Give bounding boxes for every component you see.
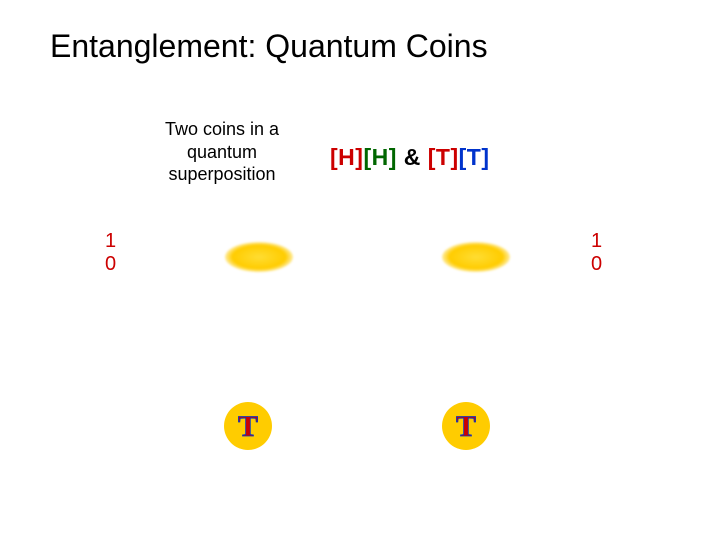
slide-title: Entanglement: Quantum Coins — [50, 28, 488, 65]
binary-digit: 0 — [105, 253, 116, 276]
binary-digit: 0 — [591, 253, 602, 276]
state-h2: [H] — [363, 144, 396, 170]
coin-tails-right: T — [440, 400, 492, 452]
superposition-expression: [H][H] & [T][T] — [330, 144, 490, 171]
binary-digit: 1 — [591, 230, 602, 253]
coin-tails-left: T — [222, 400, 274, 452]
svg-text:T: T — [456, 410, 476, 443]
subtitle-text: Two coins in a quantum superposition — [142, 118, 302, 186]
binary-digit: 1 — [105, 230, 116, 253]
state-t1: [T] — [428, 144, 459, 170]
state-t2: [T] — [459, 144, 490, 170]
binary-right: 1 0 — [591, 230, 602, 276]
svg-text:T: T — [238, 410, 258, 443]
binary-left: 1 0 — [105, 230, 116, 276]
state-h1: [H] — [330, 144, 363, 170]
coin-icon: T — [222, 400, 274, 452]
coin-icon: T — [440, 400, 492, 452]
coin-blur-right — [442, 242, 510, 272]
coin-blur-left — [225, 242, 293, 272]
ampersand: & — [397, 144, 428, 170]
